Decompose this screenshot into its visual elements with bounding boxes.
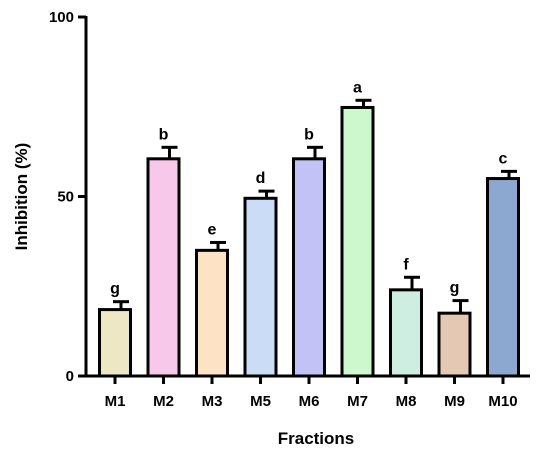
bar-m8 [389, 288, 423, 378]
x-ticks-group: M1 M2 M3 M5 M6 M7 M8 M9 M10 [105, 376, 518, 410]
x-tick-label: M7 [347, 393, 368, 410]
x-tick-label: M9 [444, 393, 465, 410]
bar-m1 [98, 308, 132, 378]
y-tick-label: 100 [49, 9, 74, 26]
x-tick-label: M2 [153, 393, 174, 410]
significance-label: g [450, 280, 460, 297]
y-tick-label: 50 [57, 189, 74, 206]
bar-m3 [195, 248, 229, 378]
x-tick-label: M1 [105, 393, 126, 410]
significance-label: g [110, 281, 120, 298]
significance-label: f [403, 256, 409, 273]
x-tick-label: M5 [250, 393, 271, 410]
x-tick-label: M3 [202, 393, 223, 410]
bar-m6 [292, 157, 326, 378]
significance-label: b [304, 126, 314, 143]
bar-m2 [146, 157, 181, 378]
bar-m9 [437, 311, 472, 378]
significance-label: a [353, 79, 362, 96]
bar-m7 [340, 105, 375, 378]
y-axis-title: Inhibition (%) [12, 143, 31, 251]
y-ticks-group: 0 50 100 [49, 9, 86, 385]
significance-label: c [499, 150, 508, 167]
error-bars-group [113, 98, 517, 314]
significance-label: b [159, 126, 169, 143]
y-tick-label: 0 [66, 368, 74, 385]
x-tick-label: M8 [396, 393, 417, 410]
significance-labels-group: g b e d b a f g c [110, 79, 507, 297]
bar-m5 [243, 196, 278, 378]
significance-label: d [256, 170, 266, 187]
x-tick-label: M10 [488, 393, 517, 410]
significance-label: e [208, 221, 217, 238]
bar-m10 [486, 177, 520, 378]
x-tick-label: M6 [299, 393, 320, 410]
x-axis-title: Fractions [278, 429, 355, 448]
